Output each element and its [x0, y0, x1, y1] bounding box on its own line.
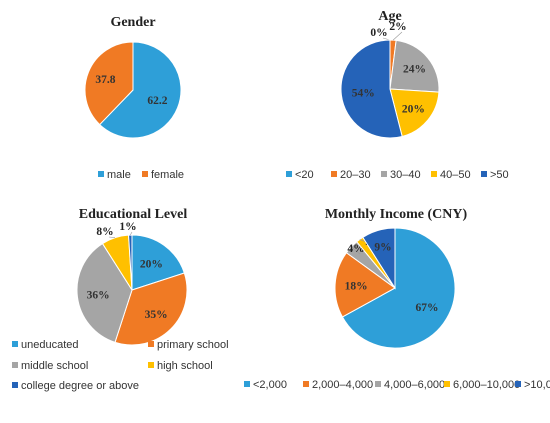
pie-slice-40-50 — [389, 88, 440, 138]
chart-title-gender: Gender — [110, 15, 155, 30]
legend-swatch — [286, 171, 292, 177]
data-label: 9% — [374, 242, 391, 254]
legend-swatch — [331, 171, 337, 177]
legend-item-4-000-6-000: 4,000–6,000 — [375, 379, 445, 391]
legend-item-50: >50 — [481, 169, 509, 181]
pie-education: 20% 35% 36% 8% 1% — [76, 221, 188, 346]
chart-title-age: Age — [378, 9, 401, 24]
legend-label: >50 — [490, 169, 509, 181]
data-label: 62.2 — [147, 95, 167, 107]
pie-slice-middle-school — [76, 242, 133, 343]
legend-item-primary-school: primary school — [148, 339, 229, 351]
pie-slice-female — [84, 41, 134, 126]
legend-item-10-000: >10,000 — [515, 379, 550, 391]
legend-swatch — [515, 381, 521, 387]
legend-age: <20 20–30 30–40 40–50 >50 — [286, 169, 509, 181]
pie-age: 0% 2% 24% 20% 54% — [340, 21, 440, 139]
legend-swatch — [148, 362, 154, 368]
legend-swatch — [142, 171, 148, 177]
legend-label: <2,000 — [253, 379, 287, 391]
legend-label: male — [107, 169, 131, 181]
legend-item-20-30: 20–30 — [331, 169, 371, 181]
legend-swatch — [481, 171, 487, 177]
legend-item-middle-school: middle school — [12, 360, 88, 372]
chart-title-income: Monthly Income (CNY) — [325, 207, 468, 222]
legend-item-high-school: high school — [148, 360, 213, 372]
pie-slice-primary-school — [114, 272, 188, 346]
legend-swatch — [98, 171, 104, 177]
legend-label: 20–30 — [340, 169, 371, 181]
chart-education: Educational Level 20% 35% 36% 8% 1% uneducat… — [12, 207, 229, 392]
chart-income: Monthly Income (CNY) 67%18%4%2%9% <2,000… — [244, 207, 550, 391]
leader-line — [392, 31, 403, 41]
data-label: 8% — [96, 226, 113, 238]
data-label: 20% — [140, 258, 163, 270]
legend-label: 2,000–4,000 — [312, 379, 373, 391]
legend-item-20: <20 — [286, 169, 314, 181]
legend-item-male: male — [98, 169, 131, 181]
legend-label: 30–40 — [390, 169, 421, 181]
data-label: 2% — [389, 21, 406, 33]
legend-swatch — [12, 382, 18, 388]
legend-label: <20 — [295, 169, 314, 181]
legend-swatch — [148, 341, 154, 347]
legend-label: 6,000–10,000 — [453, 379, 520, 391]
leader-line — [351, 246, 361, 255]
legend-swatch — [12, 362, 18, 368]
legend-label: 40–50 — [440, 169, 471, 181]
legend-swatch — [303, 381, 309, 387]
legend-swatch — [375, 381, 381, 387]
data-label: 35% — [145, 309, 168, 321]
chart-gender: Gender 62.2 37.8 male female — [84, 15, 184, 181]
data-label: 24% — [403, 64, 426, 76]
data-label: 67% — [416, 302, 439, 314]
leader-line — [130, 231, 133, 236]
legend-item-6-000-10-000: 6,000–10,000 — [444, 379, 520, 391]
data-label: 36% — [87, 289, 110, 301]
legend-swatch — [381, 171, 387, 177]
pie-slice-2-000-4-000 — [334, 252, 396, 318]
legend-income: <2,000 2,000–4,000 4,000–6,000 6,000–10,000… — [244, 379, 550, 391]
legend-swatch — [431, 171, 437, 177]
pie-income: 67%18%4%2%9% — [334, 227, 456, 349]
legend-label: college degree or above — [21, 380, 139, 392]
legend-item-uneducated: uneducated — [12, 339, 79, 351]
pie-slice-college-degree-or-above — [128, 234, 133, 291]
data-label: 20% — [402, 103, 425, 115]
legend-item-2-000: <2,000 — [244, 379, 287, 391]
legend-label: female — [151, 169, 184, 181]
legend-gender: male female — [98, 169, 184, 181]
legend-item-female: female — [142, 169, 184, 181]
data-label: 54% — [352, 87, 375, 99]
legend-label: high school — [157, 360, 213, 372]
legend-swatch — [12, 341, 18, 347]
pie-slice-50 — [340, 39, 403, 139]
legend-label: uneducated — [21, 339, 79, 351]
legend-item-30-40: 30–40 — [381, 169, 421, 181]
legend-item-college-degree-or-above: college degree or above — [12, 380, 139, 392]
legend-label: middle school — [21, 360, 88, 372]
pie-gender: 62.2 37.8 — [84, 41, 182, 139]
legend-item-40-50: 40–50 — [431, 169, 471, 181]
data-label: 18% — [345, 281, 368, 293]
data-label: 0% — [370, 27, 387, 39]
leader-line — [108, 236, 116, 238]
chart-age: Age 0% 2% 24% 20% 54% <20 20–30 30–40 40–50 >50 — [286, 9, 509, 181]
legend-swatch — [444, 381, 450, 387]
pie-slice-male — [98, 41, 182, 139]
legend-swatch — [244, 381, 250, 387]
chart-title-education: Educational Level — [79, 207, 188, 222]
pie-slice-uneducated — [131, 234, 185, 291]
legend-label: >10,000 — [524, 379, 550, 391]
data-label: 1% — [119, 221, 136, 233]
legend-label: 4,000–6,000 — [384, 379, 445, 391]
pie-slice-2-000 — [341, 227, 456, 349]
legend-item-2-000-4-000: 2,000–4,000 — [303, 379, 373, 391]
legend-label: primary school — [157, 339, 229, 351]
legend-education: uneducated primary school middle school hig… — [12, 339, 229, 392]
pie-slice-10-000 — [362, 227, 396, 290]
pie-slice-30-40 — [389, 39, 440, 93]
data-label: 37.8 — [95, 74, 115, 86]
